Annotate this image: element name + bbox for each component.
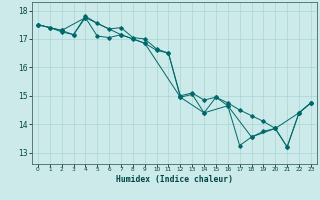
X-axis label: Humidex (Indice chaleur): Humidex (Indice chaleur) — [116, 175, 233, 184]
